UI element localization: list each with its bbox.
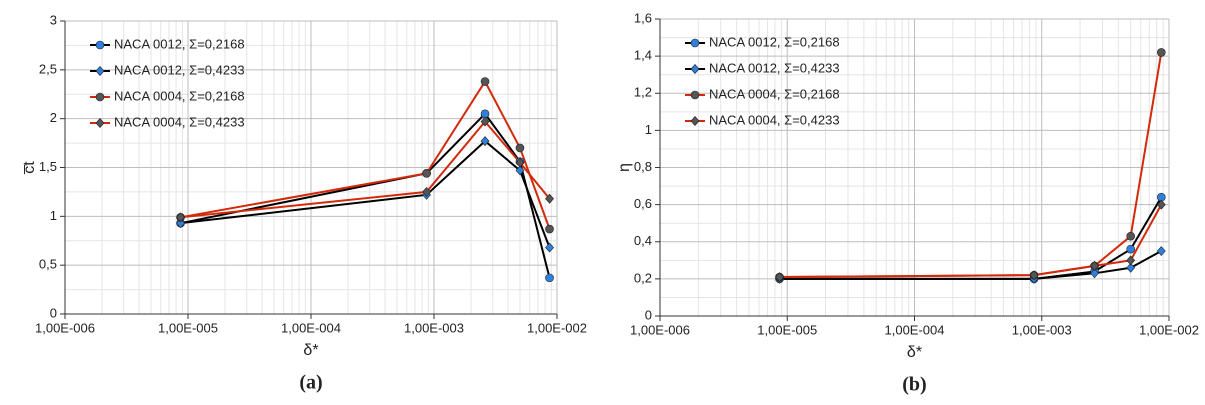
legend-label: NACA 0004, Σ=0,4233	[709, 112, 840, 127]
x-tick-label: 1,00E-005	[757, 322, 817, 337]
legend-marker	[690, 38, 700, 48]
legend-label: NACA 0012, Σ=0,2168	[709, 34, 840, 49]
marker	[480, 136, 490, 147]
y-tick-label: 1	[645, 122, 652, 137]
legend-marker	[95, 92, 105, 102]
marker	[1126, 255, 1136, 266]
y-tick-label: 0,8	[634, 159, 652, 174]
x-tick-label: 1,00E-002	[527, 320, 587, 335]
y-tick-label: 0,5	[39, 257, 57, 272]
marker	[1090, 260, 1099, 271]
marker	[515, 157, 525, 168]
marker	[545, 193, 554, 204]
marker	[1029, 270, 1039, 281]
marker	[1126, 244, 1135, 254]
legend-label: NACA 0012, Σ=0,2168	[114, 36, 245, 51]
x-tick-label: 1,00E-005	[158, 320, 218, 335]
chart-panel: 1,00E-006 1,00E-005 1,00E-004 1,00E-003 1,00…	[616, 10, 1199, 395]
y-tick-label: 0,2	[634, 270, 652, 285]
y-tick-label: 1,6	[634, 10, 652, 25]
legend-label: NACA 0012, Σ=0,4233	[114, 62, 245, 77]
series-line	[180, 112, 551, 279]
x-tick-label: 1,00E-004	[885, 322, 945, 337]
x-tick-label: 1,00E-006	[630, 322, 690, 337]
marker	[1126, 262, 1136, 273]
x-tick-label: 1,00E-002	[1139, 322, 1199, 337]
y-tick-label: 3	[50, 12, 57, 27]
series-line	[180, 120, 551, 219]
legend-marker	[690, 90, 700, 100]
chart-panel: 1,00E-006 1,00E-005 1,00E-004 1,00E-003 1,00…	[21, 12, 587, 393]
legend-label: NACA 0004, Σ=0,2168	[709, 86, 840, 101]
x-tick-label: 1,00E-003	[1012, 322, 1072, 337]
legend-label: NACA 0012, Σ=0,4233	[709, 60, 840, 75]
marker	[1157, 48, 1166, 57]
y-axis-label: c̅t	[21, 161, 38, 175]
marker	[545, 273, 554, 283]
caption: (b)	[902, 374, 926, 396]
legend-marker	[95, 66, 105, 76]
series-line	[180, 139, 551, 248]
marker	[1126, 231, 1135, 241]
y-tick-label: 2	[50, 110, 57, 125]
caption: (a)	[299, 372, 322, 394]
legend-marker	[95, 40, 105, 50]
x-tick-label: 1,00E-003	[404, 320, 464, 335]
marker	[422, 169, 431, 178]
x-axis-label: δ*	[303, 342, 318, 359]
x-tick-label: 1,00E-004	[281, 320, 341, 335]
marker	[545, 224, 554, 234]
marker	[515, 143, 525, 153]
marker	[775, 272, 784, 282]
legend-marker	[95, 118, 105, 128]
marker	[1090, 268, 1099, 279]
y-tick-label: 1,5	[39, 159, 57, 174]
y-tick-label: 1,4	[634, 48, 652, 63]
legend-label: NACA 0004, Σ=0,4233	[114, 114, 245, 129]
x-tick-label: 1,00E-006	[35, 320, 95, 335]
y-axis-label: η	[616, 163, 633, 172]
marker	[515, 165, 525, 176]
y-tick-label: 0	[50, 305, 57, 320]
y-tick-label: 1	[50, 208, 57, 223]
y-tick-label: 0,6	[634, 196, 652, 211]
legend-label: NACA 0004, Σ=0,2168	[114, 88, 245, 103]
marker	[1156, 246, 1166, 256]
y-tick-label: 1,2	[634, 85, 652, 100]
legend-marker	[690, 116, 700, 126]
x-axis-label: δ*	[907, 344, 922, 361]
marker	[176, 212, 185, 223]
series-line	[180, 79, 551, 230]
y-tick-label: 2,5	[39, 61, 57, 76]
y-tick-label: 0	[645, 307, 652, 322]
series-line	[779, 196, 1163, 280]
marker	[1156, 199, 1166, 210]
marker	[545, 242, 554, 253]
legend-marker	[690, 64, 700, 74]
y-tick-label: 0,4	[634, 233, 652, 248]
marker	[422, 186, 431, 197]
marker	[480, 109, 490, 119]
marker	[480, 77, 490, 86]
marker	[480, 116, 490, 127]
